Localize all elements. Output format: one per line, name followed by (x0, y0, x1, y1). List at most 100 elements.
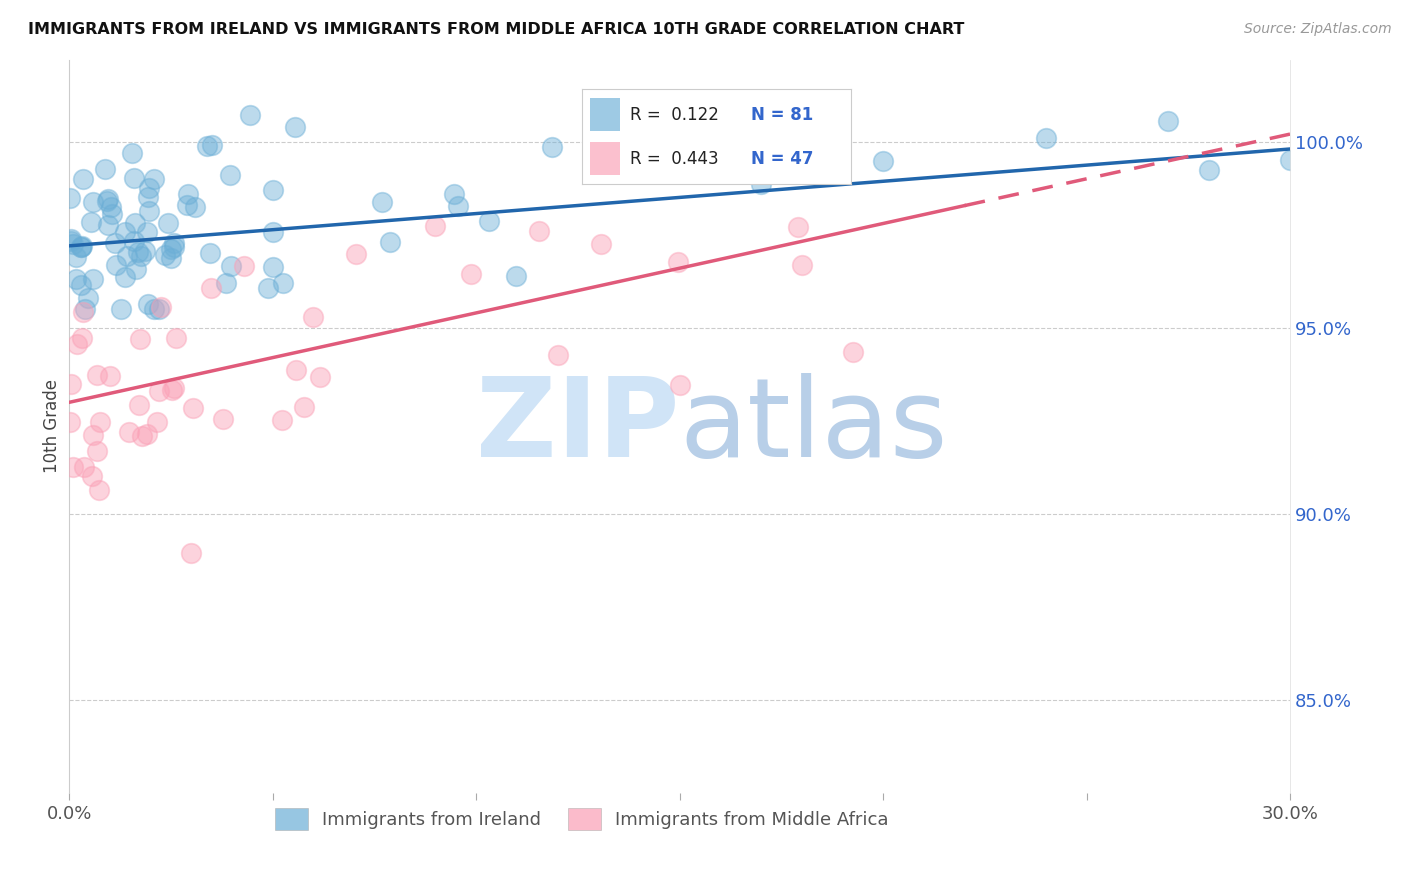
Point (82, 272, 104, 286)
Point (89, 415, 111, 429)
Point (302, 310, 325, 325)
Point (1279, 153, 1302, 168)
Point (176, 198, 198, 212)
Point (309, 370, 332, 384)
Point (65, 250, 87, 264)
Point (232, 260, 254, 274)
Point (505, 268, 527, 283)
Point (70, 240, 93, 254)
Point (124, 216, 146, 230)
Point (76, 291, 98, 305)
Point (181, 401, 204, 416)
Point (129, 249, 152, 263)
Point (547, 348, 569, 362)
Point (872, 154, 894, 169)
Point (86, 444, 108, 458)
Point (114, 269, 136, 284)
Y-axis label: 10th Grade: 10th Grade (44, 379, 60, 474)
Point (135, 226, 157, 240)
Point (138, 189, 160, 203)
Point (148, 384, 170, 399)
Point (262, 225, 284, 239)
Point (180, 546, 202, 560)
Point (73, 460, 96, 475)
Point (284, 120, 307, 135)
Point (115, 249, 138, 263)
Point (82, 194, 104, 209)
Point (159, 243, 181, 257)
Point (540, 139, 562, 153)
Point (110, 302, 132, 317)
Point (73, 302, 96, 317)
Point (128, 398, 150, 412)
Point (215, 276, 238, 290)
Point (100, 369, 122, 384)
Point (153, 248, 176, 262)
Point (135, 427, 157, 442)
Point (163, 381, 186, 395)
Text: ZIP: ZIP (477, 373, 679, 480)
Point (165, 331, 187, 345)
Point (145, 415, 167, 429)
Point (657, 112, 679, 127)
Point (284, 362, 307, 376)
Point (134, 244, 156, 258)
Point (162, 383, 184, 397)
Point (125, 262, 148, 277)
Point (82, 428, 104, 442)
Point (97, 192, 120, 206)
Point (200, 281, 222, 295)
Point (619, 153, 641, 167)
Point (127, 244, 149, 259)
Point (150, 300, 173, 314)
Point (59, 191, 82, 205)
Point (787, 220, 810, 235)
Point (156, 216, 179, 230)
Point (66, 337, 89, 351)
Point (148, 302, 170, 317)
Point (201, 138, 224, 153)
Point (294, 401, 316, 415)
Point (70, 239, 93, 253)
Point (239, 108, 262, 122)
Point (104, 258, 127, 272)
Point (792, 258, 814, 272)
Point (163, 240, 186, 254)
Point (262, 260, 284, 274)
Point (101, 207, 124, 221)
Text: Source: ZipAtlas.com: Source: ZipAtlas.com (1244, 22, 1392, 37)
Point (114, 225, 136, 239)
Point (262, 183, 284, 197)
Point (211, 412, 233, 426)
Point (72, 172, 94, 186)
Point (104, 236, 127, 251)
Text: IMMIGRANTS FROM IRELAND VS IMMIGRANTS FROM MIDDLE AFRICA 10TH GRADE CORRELATION : IMMIGRANTS FROM IRELAND VS IMMIGRANTS FR… (28, 22, 965, 37)
Point (219, 168, 242, 182)
Point (138, 180, 160, 194)
Point (59, 415, 82, 429)
Point (62, 237, 84, 252)
Point (425, 219, 447, 233)
Point (121, 146, 143, 161)
Point (1157, 114, 1180, 128)
Point (271, 277, 294, 291)
Point (128, 331, 150, 345)
Point (89, 483, 111, 498)
Point (160, 251, 183, 265)
Point (527, 224, 550, 238)
Point (62, 459, 84, 474)
Point (270, 413, 292, 427)
Point (790, 161, 813, 175)
Point (478, 214, 501, 228)
Point (65, 271, 87, 285)
Point (138, 203, 160, 218)
Point (97, 219, 120, 233)
Point (72, 305, 94, 319)
Point (122, 234, 145, 248)
Point (142, 301, 165, 316)
Point (668, 378, 690, 392)
Point (94, 161, 117, 176)
Legend: Immigrants from Ireland, Immigrants from Middle Africa: Immigrants from Ireland, Immigrants from… (270, 803, 894, 836)
Point (142, 172, 165, 186)
Point (589, 236, 612, 251)
